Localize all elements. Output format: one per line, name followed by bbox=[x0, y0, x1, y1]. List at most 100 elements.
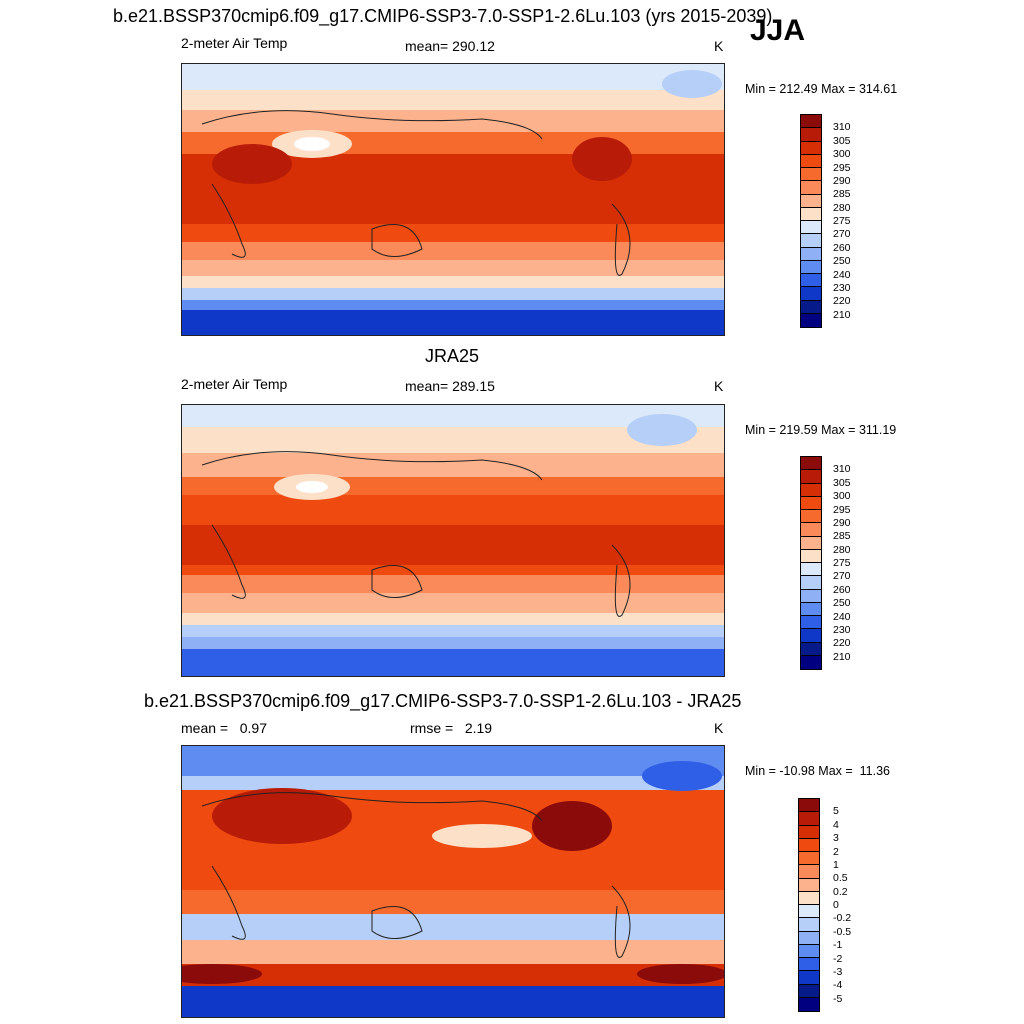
colorbar-segment bbox=[799, 825, 819, 839]
colorbar-segment bbox=[801, 496, 821, 510]
colorbar-segment bbox=[801, 470, 821, 484]
panel1-mean-label: mean= 290.12 bbox=[405, 38, 495, 54]
colorbar-segment bbox=[801, 510, 821, 524]
panel2-map bbox=[181, 404, 725, 677]
colorbar-segment bbox=[799, 878, 819, 892]
colorbar-segment bbox=[801, 483, 821, 497]
colorbar-tick-label: 290 bbox=[833, 174, 851, 187]
panel3-colorbar bbox=[798, 798, 820, 1012]
colorbar-tick-label: 220 bbox=[833, 637, 851, 649]
panel2-title: JRA25 bbox=[425, 346, 480, 366]
colorbar-segment bbox=[801, 221, 821, 235]
colorbar-tick-label: 270 bbox=[833, 228, 851, 241]
colorbar-tick-label: 300 bbox=[833, 147, 851, 160]
colorbar-tick-label: 250 bbox=[833, 254, 851, 267]
colorbar-segment bbox=[801, 616, 821, 630]
panel2-variable-label: 2-meter Air Temp bbox=[181, 376, 288, 392]
colorbar-segment bbox=[799, 852, 819, 866]
colorbar-tick-label: -3 bbox=[833, 965, 843, 978]
panel1-map-field bbox=[182, 64, 724, 335]
colorbar-segment bbox=[801, 549, 821, 563]
panel1-minmax: Min = 212.49 Max = 314.61 bbox=[745, 82, 898, 96]
panel2-minmax: Min = 219.59 Max = 311.19 bbox=[745, 423, 897, 437]
colorbar-segment bbox=[799, 944, 819, 958]
colorbar-tick-label: 270 bbox=[833, 570, 851, 583]
colorbar-tick-label: 230 bbox=[833, 623, 851, 636]
colorbar-tick-label: 3 bbox=[833, 831, 839, 844]
colorbar-segment bbox=[801, 247, 821, 261]
colorbar-tick-label: 240 bbox=[833, 610, 851, 623]
colorbar-segment bbox=[799, 984, 819, 998]
colorbar-segment bbox=[801, 300, 821, 314]
colorbar-segment bbox=[801, 589, 821, 603]
panel2-colorbar-ticks: 310 305 300 295 290 285 280 275 270 260 250 240 230 2… bbox=[833, 456, 873, 670]
colorbar-tick-label: 2 bbox=[833, 845, 839, 858]
colorbar-segment bbox=[801, 642, 821, 656]
colorbar-segment bbox=[799, 891, 819, 905]
colorbar-segment bbox=[799, 812, 819, 826]
panel2-mean-label: mean= 289.15 bbox=[405, 378, 495, 394]
colorbar-tick-label: 1 bbox=[833, 858, 839, 871]
panel3-title: b.e21.BSSP370cmip6.f09_g17.CMIP6-SSP3-7.… bbox=[144, 691, 742, 711]
colorbar-tick-label: 240 bbox=[833, 268, 851, 281]
colorbar-tick-label: 310 bbox=[833, 463, 851, 476]
colorbar-segment bbox=[801, 563, 821, 577]
colorbar-segment bbox=[801, 168, 821, 182]
panel2-units-label: K bbox=[714, 378, 724, 394]
colorbar-segment bbox=[801, 457, 821, 471]
panel3-rmse-label: rmse = 2.19 bbox=[410, 720, 493, 736]
colorbar-segment bbox=[801, 274, 821, 288]
panel1-units-label: K bbox=[714, 38, 724, 54]
colorbar-segment bbox=[799, 905, 819, 919]
colorbar-segment bbox=[799, 799, 819, 813]
colorbar-segment bbox=[799, 958, 819, 972]
panel1-variable-label: 2-meter Air Temp bbox=[181, 35, 288, 51]
panel1-colorbar-ticks: 310 305 300 295 290 285 280 275 270 260 250 240 230 2… bbox=[833, 114, 873, 328]
colorbar-tick-label: 260 bbox=[833, 583, 851, 596]
colorbar-segment bbox=[801, 141, 821, 155]
panel3-map-field bbox=[182, 746, 724, 1017]
colorbar-segment bbox=[801, 181, 821, 195]
panel2-map-field bbox=[182, 405, 724, 676]
colorbar-tick-label: 0 bbox=[833, 898, 839, 911]
colorbar-segment bbox=[801, 154, 821, 168]
colorbar-segment bbox=[801, 234, 821, 248]
panel3-minmax: Min = -10.98 Max = 11.36 bbox=[745, 764, 890, 778]
panel3-mean-label: mean = 0.97 bbox=[181, 720, 268, 736]
colorbar-segment bbox=[801, 655, 821, 669]
colorbar-tick-label: 4 bbox=[833, 818, 839, 831]
colorbar-tick-label: -0.2 bbox=[833, 912, 852, 925]
colorbar-tick-label: 250 bbox=[833, 596, 851, 609]
colorbar-segment bbox=[801, 523, 821, 537]
colorbar-tick-label: 285 bbox=[833, 530, 851, 542]
colorbar-tick-label: 210 bbox=[833, 308, 851, 321]
colorbar-tick-label: 280 bbox=[833, 543, 851, 556]
colorbar-tick-label: 305 bbox=[833, 134, 851, 147]
colorbar-segment bbox=[801, 576, 821, 590]
colorbar-segment bbox=[801, 536, 821, 550]
colorbar-segment bbox=[799, 931, 819, 945]
colorbar-tick-label: 260 bbox=[833, 241, 851, 254]
colorbar-segment bbox=[799, 865, 819, 879]
colorbar-tick-label: -5 bbox=[833, 992, 843, 1005]
colorbar-segment bbox=[801, 115, 821, 129]
colorbar-tick-label: 230 bbox=[833, 281, 851, 294]
colorbar-segment bbox=[799, 997, 819, 1011]
colorbar-tick-label: 305 bbox=[833, 476, 851, 489]
colorbar-tick-label: 295 bbox=[833, 503, 851, 516]
panel1-colorbar bbox=[800, 114, 822, 328]
colorbar-tick-label: 280 bbox=[833, 201, 851, 214]
colorbar-tick-label: -4 bbox=[833, 979, 843, 991]
colorbar-tick-label: 0.2 bbox=[833, 885, 848, 898]
colorbar-segment bbox=[801, 629, 821, 643]
colorbar-tick-label: 310 bbox=[833, 121, 851, 134]
colorbar-tick-label: -0.5 bbox=[833, 925, 852, 938]
colorbar-segment bbox=[801, 128, 821, 142]
colorbar-segment bbox=[801, 194, 821, 208]
colorbar-tick-label: 290 bbox=[833, 516, 851, 529]
panel1-title: b.e21.BSSP370cmip6.f09_g17.CMIP6-SSP3-7.… bbox=[113, 6, 773, 26]
colorbar-segment bbox=[801, 313, 821, 327]
panel3-map bbox=[181, 745, 725, 1018]
panel3-units-label: K bbox=[714, 720, 724, 736]
colorbar-tick-label: 210 bbox=[833, 650, 851, 663]
